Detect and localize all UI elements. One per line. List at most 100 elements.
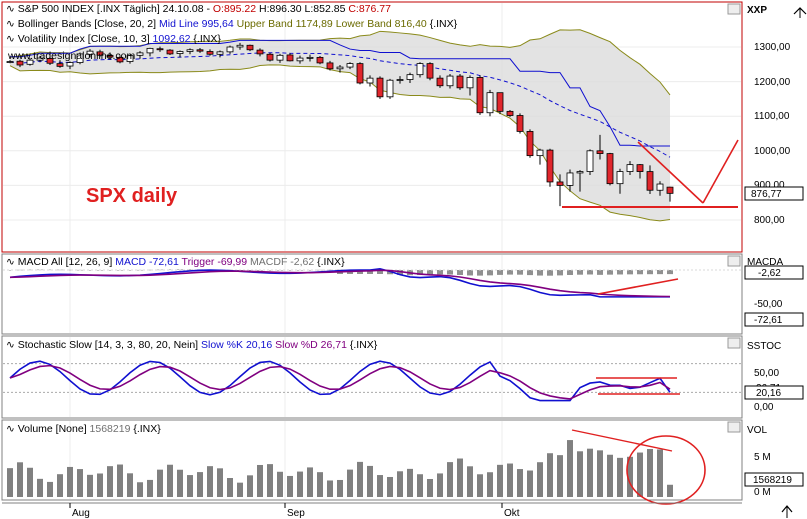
macd-histogram-bar: [367, 269, 373, 274]
volume-bar: [17, 462, 23, 497]
price-last-box: [744, 186, 804, 201]
panel-menu-button[interactable]: [727, 3, 741, 15]
wave-icon: ∿: [6, 256, 15, 268]
macd-histogram-bar: [67, 269, 73, 271]
wave-icon: ∿: [6, 339, 15, 351]
candle-body: [286, 54, 294, 62]
macd-histogram-bar: [267, 270, 273, 271]
volume-bar: [7, 468, 13, 497]
stoch-last-value-2: 20,16: [756, 388, 781, 399]
volume-bar: [507, 463, 513, 497]
candle-body: [26, 59, 34, 65]
candle-body: [306, 56, 314, 59]
volume-bar: [357, 461, 363, 497]
volume-bar: [627, 456, 633, 497]
macd-last-value-1: -2,62: [758, 268, 781, 279]
candle-body: [326, 62, 334, 70]
volume-bar: [327, 480, 333, 497]
volume-bar: [537, 462, 543, 497]
candle-body: [76, 53, 84, 63]
panel-menu-button[interactable]: [727, 337, 741, 349]
volume-bar: [147, 479, 153, 497]
candle-body: [56, 63, 64, 67]
price-tick: 800,00: [754, 215, 785, 226]
macd-histogram-bar: [577, 270, 583, 275]
volume-tick: 5 M: [754, 452, 771, 463]
candle-body: [116, 56, 124, 63]
candle-body: [86, 50, 94, 55]
macd-histogram-bar: [517, 270, 523, 275]
candle-body: [216, 51, 224, 55]
candle-body: [276, 54, 284, 61]
stoch-tick: 50,00: [754, 368, 779, 379]
scroll-down-arrow-icon[interactable]: [781, 505, 793, 518]
volume-bar: [37, 478, 43, 497]
stoch-d-line: [9, 364, 671, 400]
price-last-value: 876,77: [751, 189, 782, 200]
candle-body: [566, 172, 574, 186]
macd-histogram-bar: [107, 270, 113, 271]
volume-bar: [427, 478, 433, 497]
annotations: [562, 139, 739, 505]
macd-plot: [3, 267, 741, 298]
candle-body: [656, 183, 664, 191]
candles: [6, 42, 674, 207]
volume-bar: [377, 475, 383, 497]
macd-last-value-2: -72,61: [754, 315, 783, 326]
candle-body: [176, 51, 184, 54]
volume-bar: [77, 469, 83, 497]
macd-panel[interactable]: [1, 253, 743, 335]
date-label: Aug: [72, 508, 90, 519]
candle-body: [236, 44, 244, 48]
spx-label: SPX daily: [86, 185, 178, 207]
macd-histogram-bar: [147, 269, 153, 271]
volume-bar: [157, 469, 163, 497]
candle-body: [346, 63, 354, 68]
volume-bar: [197, 472, 203, 497]
stoch-tick: 0,00: [754, 402, 774, 413]
candle-body: [486, 92, 494, 114]
panel-menu-button[interactable]: [727, 421, 741, 433]
price-axis-title: XXP: [747, 5, 767, 16]
candle-body: [526, 131, 534, 157]
macd-histogram-bar: [657, 270, 663, 275]
candle-body: [156, 48, 164, 51]
candle-body: [136, 52, 144, 56]
macd-histogram-bar: [127, 270, 133, 271]
volume-bar: [477, 474, 483, 497]
volume-header: ∿ Volume [None] 1568219 {.INX}: [6, 423, 161, 435]
candle-body: [206, 51, 214, 55]
volume-axis-title: VOL: [747, 425, 767, 436]
volatility-line: [10, 39, 670, 147]
macd-histogram-bar: [647, 270, 653, 275]
candle-body: [456, 75, 464, 89]
volume-bar: [457, 458, 463, 497]
panel-menu-button[interactable]: [727, 255, 741, 267]
volume-bar: [87, 474, 93, 497]
scroll-up-arrow-icon[interactable]: [793, 7, 807, 18]
volume-bar: [187, 475, 193, 497]
price-tick: 1000,00: [754, 146, 791, 157]
macd-trigger-line: [9, 269, 671, 298]
candle-body: [66, 62, 74, 67]
volume-bar: [597, 450, 603, 497]
volume-bar: [117, 464, 123, 497]
volume-bar: [67, 466, 73, 497]
volume-bar: [137, 482, 143, 497]
candle-body: [96, 51, 104, 56]
volume-bar: [47, 481, 53, 497]
volume-bar: [387, 476, 393, 497]
volume-bar: [497, 464, 503, 497]
stoch-header: ∿ Stochastic Slow [14, 3, 3, 80, 20, Nei…: [6, 339, 378, 351]
volume-bar: [337, 479, 343, 497]
candle-body: [466, 77, 474, 89]
candle-body: [516, 115, 524, 132]
price-tick: 1200,00: [754, 77, 791, 88]
macd-histogram-bar: [7, 270, 13, 271]
candle-body: [36, 57, 44, 61]
macd-histogram-bar: [557, 270, 563, 276]
candle-body: [146, 47, 154, 54]
volume-bar: [347, 469, 353, 497]
price-tick: 900,00: [754, 180, 785, 191]
